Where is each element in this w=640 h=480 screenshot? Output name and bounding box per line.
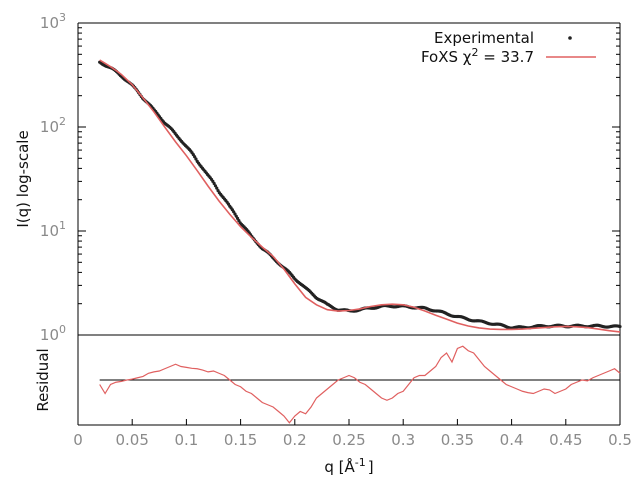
y-tick-label-base: 10 (40, 118, 59, 136)
experimental-point (618, 324, 622, 329)
experimental-point (194, 157, 198, 161)
x-tick-label: 0.45 (549, 431, 582, 449)
y-tick-label-base: 10 (40, 326, 59, 344)
x-axis-title-end: ] (368, 458, 374, 476)
y-tick-label-exponent: 3 (59, 11, 66, 24)
y-tick-label: 102 (40, 115, 66, 136)
x-tick-label: 0.25 (332, 431, 365, 449)
residual-line (99, 345, 621, 424)
legend-foxs-label-suffix: = 33.7 (478, 48, 534, 66)
foxs-fit-line (99, 59, 621, 333)
intensity-plot-area (98, 59, 622, 333)
y-tick-label: 101 (40, 219, 66, 240)
x-tick-label: 0.4 (500, 431, 524, 449)
residual-plot-area (99, 345, 621, 424)
x-tick-group: 0 0.05 0.1 0.15 0.2 0.25 0.3 0.35 0.4 0.45 0.5 (73, 419, 632, 449)
x-tick-label: 0.05 (115, 431, 148, 449)
legend-foxs-label-superscript: 2 (471, 46, 478, 59)
y-tick-label: 103 (40, 11, 66, 32)
x-tick-label: 0.35 (441, 431, 474, 449)
experimental-point (215, 186, 219, 190)
x-axis-title: q [Å-1] (324, 456, 373, 476)
legend-foxs-label-main: FoXS χ (421, 48, 472, 66)
y-tick-label-exponent: 2 (59, 115, 66, 128)
legend-label-experimental: Experimental (434, 29, 534, 47)
x-tick-label: 0 (73, 431, 83, 449)
legend-swatch-experimental (568, 36, 572, 40)
y-tick-label-exponent: 0 (59, 323, 66, 336)
x-tick-label: 0.3 (391, 431, 415, 449)
x-axis-title-exponent: -1 (355, 456, 366, 469)
experimental-point (213, 184, 218, 188)
y-tick-label: 100 (40, 323, 66, 344)
y-tick-label-exponent: 1 (59, 219, 66, 232)
x-tick-label: 0.15 (224, 431, 257, 449)
y-tick-label-base: 10 (40, 14, 59, 32)
legend: Experimental FoXS χ2 = 33.7 (421, 29, 596, 66)
y-axis-title: I(q) log-scale (14, 130, 32, 227)
x-tick-label: 0.2 (283, 431, 307, 449)
legend-label-foxs: FoXS χ2 = 33.7 (421, 46, 534, 66)
y-tick-label-base: 10 (40, 222, 59, 240)
residual-axis-title: Residual (34, 348, 52, 411)
x-tick-label: 0.1 (174, 431, 198, 449)
x-tick-label: 0.5 (608, 431, 632, 449)
x-axis-title-main: q [Å (324, 457, 355, 476)
